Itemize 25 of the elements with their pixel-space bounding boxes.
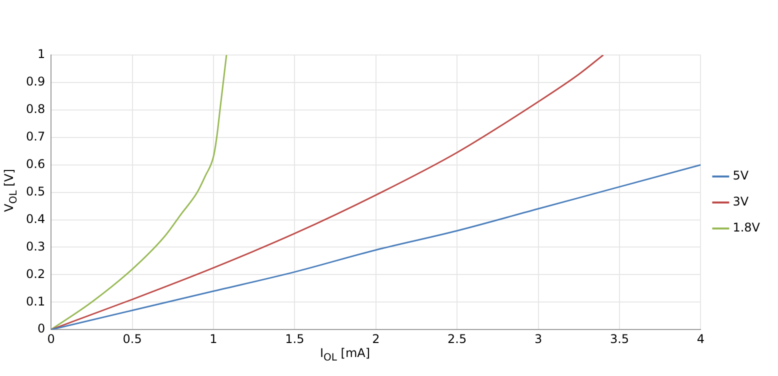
- y-tick-label: 0.5: [26, 184, 46, 198]
- y-tick-label: 0.7: [26, 130, 46, 144]
- x-tick-label: 0.5: [122, 332, 142, 346]
- x-tick-label: 4: [696, 332, 705, 346]
- x-axis-title: I$_{OL}$ [mA]: [318, 346, 372, 364]
- y-tick-label: 1: [37, 47, 46, 62]
- legend-label: 1.8V: [732, 220, 761, 235]
- x-tick-label: 1: [210, 332, 218, 346]
- y-tick-label: 0.1: [26, 294, 46, 308]
- x-tick-label: 3.5: [610, 332, 630, 346]
- legend-label: 5V: [732, 168, 750, 183]
- y-tick-label: 0.4: [26, 212, 46, 226]
- y-tick-label: 0.3: [26, 239, 46, 254]
- y-tick-label: 0.9: [26, 74, 46, 89]
- legend-label: 3V: [732, 194, 750, 209]
- y-tick-label: 0.8: [26, 102, 46, 116]
- y-tick-label: 0.6: [26, 156, 46, 171]
- line-series: [51, 55, 604, 330]
- x-tick-label: 0: [47, 332, 55, 346]
- y-tick-label: 0: [37, 322, 46, 336]
- x-tick-label: 2: [372, 332, 380, 346]
- x-tick-label: 1.5: [285, 332, 304, 346]
- x-tick-label: 3: [534, 332, 542, 346]
- x-tick-label: 2.5: [448, 332, 467, 346]
- y-tick-label: 0.2: [26, 266, 46, 281]
